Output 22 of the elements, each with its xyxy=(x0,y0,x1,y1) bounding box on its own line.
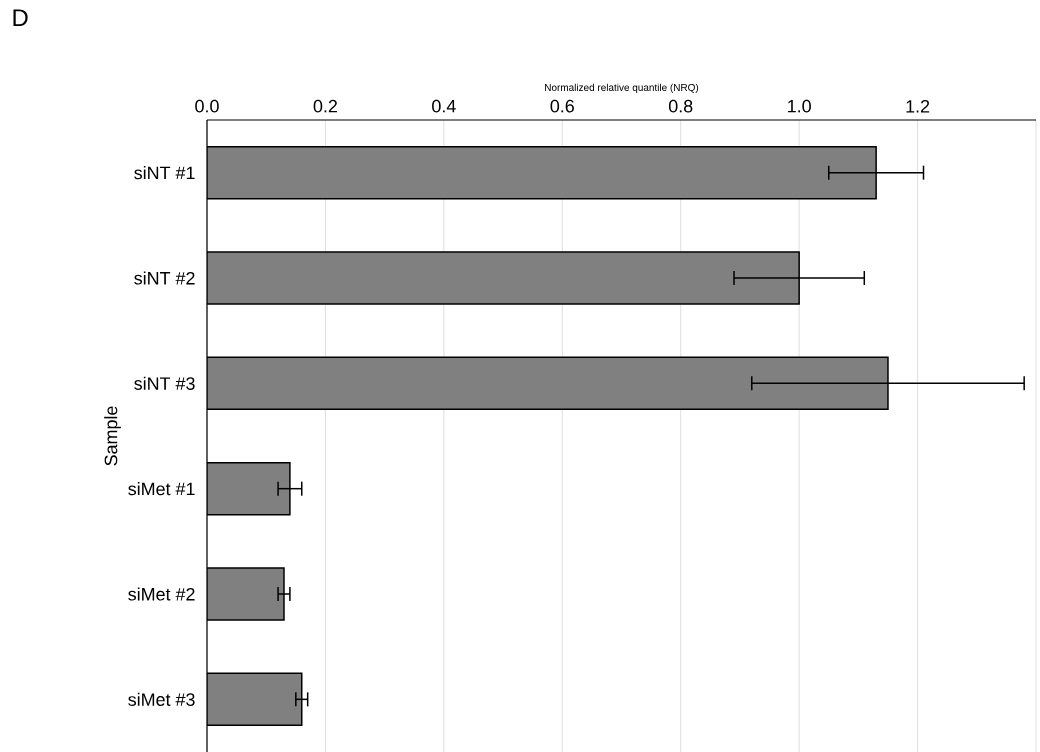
x-tick-label: 1.0 xyxy=(788,99,811,113)
text: D xyxy=(13,9,28,26)
x-tick-label: 0.8 xyxy=(668,99,693,113)
bar xyxy=(207,567,285,621)
x-tick-label: 0.6 xyxy=(550,99,574,113)
bar xyxy=(207,672,303,727)
x-axis-title: Normalized relative quantile (NRQ) xyxy=(545,83,699,93)
x-tick-label: 0.0 xyxy=(195,99,219,113)
x-tick-label: 0.4 xyxy=(432,99,456,113)
y-tick-label: siNT #3 xyxy=(134,376,195,390)
bar xyxy=(207,356,889,411)
y-tick-label: siNT #2 xyxy=(134,271,195,285)
bar xyxy=(207,145,877,200)
y-tick-label: siNT #1 xyxy=(134,166,195,180)
y-tick-label: siMet #1 xyxy=(128,482,195,496)
y-tick-label: siMet #2 xyxy=(128,587,195,601)
x-tick-label: 0.2 xyxy=(313,99,337,113)
bar xyxy=(207,461,291,516)
y-tick-label: siMet #3 xyxy=(128,692,195,706)
x-tick-label: 1.2 xyxy=(906,99,930,113)
y-axis-title: Sample xyxy=(104,406,121,466)
bar xyxy=(207,251,800,305)
